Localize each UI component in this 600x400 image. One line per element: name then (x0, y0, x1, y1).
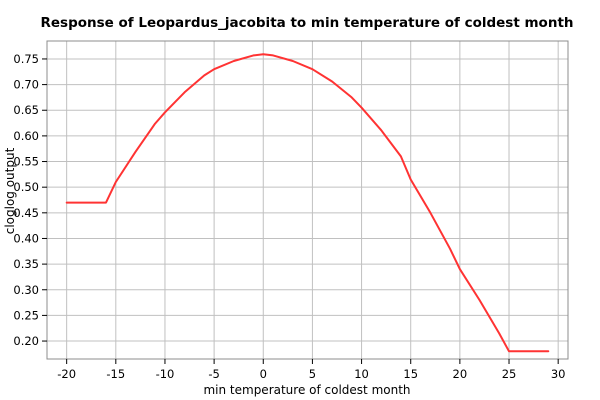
x-tick-label: -5 (208, 367, 219, 381)
x-tick-label: -15 (106, 367, 125, 381)
y-tick-label: 0.20 (13, 334, 39, 348)
x-tick-label: 15 (403, 367, 418, 381)
y-tick-label: 0.25 (13, 308, 39, 322)
y-tick-label: 0.55 (13, 155, 39, 169)
x-tick-label: 20 (453, 367, 468, 381)
y-tick-label: 0.50 (13, 180, 39, 194)
y-axis-label: cloglog output (3, 147, 17, 234)
y-tick-label: 0.70 (13, 78, 39, 92)
chart-title: Response of Leopardus_jacobita to min te… (40, 15, 573, 31)
x-tick-label: -10 (156, 367, 175, 381)
x-tick-label: 30 (551, 367, 566, 381)
x-tick-label: 5 (309, 367, 316, 381)
series-layer (65, 53, 550, 353)
y-tick-label: 0.30 (13, 283, 39, 297)
y-tick-label: 0.60 (13, 129, 39, 143)
plot-frame (46, 40, 569, 360)
x-tick-label: 25 (502, 367, 517, 381)
axis-ticks: -20 -15 -10 -5 0 5 10 15 20 25 30 0.20 0.25 0.30 0.35 0… (13, 52, 565, 381)
y-tick-label: 0.45 (13, 206, 39, 220)
series-line (65, 53, 550, 353)
y-tick-label: 0.65 (13, 103, 39, 117)
x-tick-label: -20 (57, 367, 76, 381)
grid (47, 41, 568, 359)
x-tick-label: 10 (354, 367, 369, 381)
y-tick-label: 0.75 (13, 52, 39, 66)
plot-area (46, 40, 569, 360)
x-axis-label: min temperature of coldest month (203, 383, 410, 397)
x-tick-label: 0 (260, 367, 267, 381)
y-tick-label: 0.35 (13, 257, 39, 271)
y-tick-label: 0.40 (13, 231, 39, 245)
